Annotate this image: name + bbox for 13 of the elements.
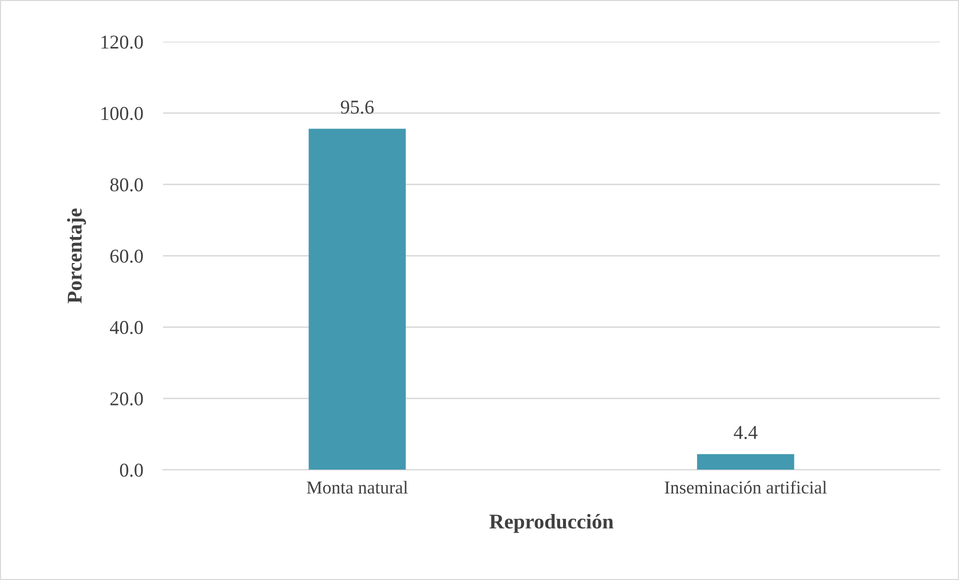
y-tick-label: 0.0 [120, 464, 143, 477]
x-tick-label: Monta natural [306, 480, 408, 494]
data-label: 4.4 [734, 426, 758, 440]
y-tick-label: 120.0 [102, 36, 143, 49]
y-tick-label: 80.0 [110, 178, 143, 192]
y-tick-label: 20.0 [110, 392, 143, 406]
y-tick-label: 40.0 [110, 320, 143, 334]
y-axis-title: Porcentaje [67, 208, 86, 304]
x-axis-title: Reproducción [489, 514, 614, 533]
x-tick-label: Inseminación artificial [664, 480, 827, 494]
y-tick-label: 60.0 [110, 250, 143, 263]
data-label: 95.6 [340, 100, 374, 114]
y-tick-label: 100.0 [102, 106, 143, 120]
